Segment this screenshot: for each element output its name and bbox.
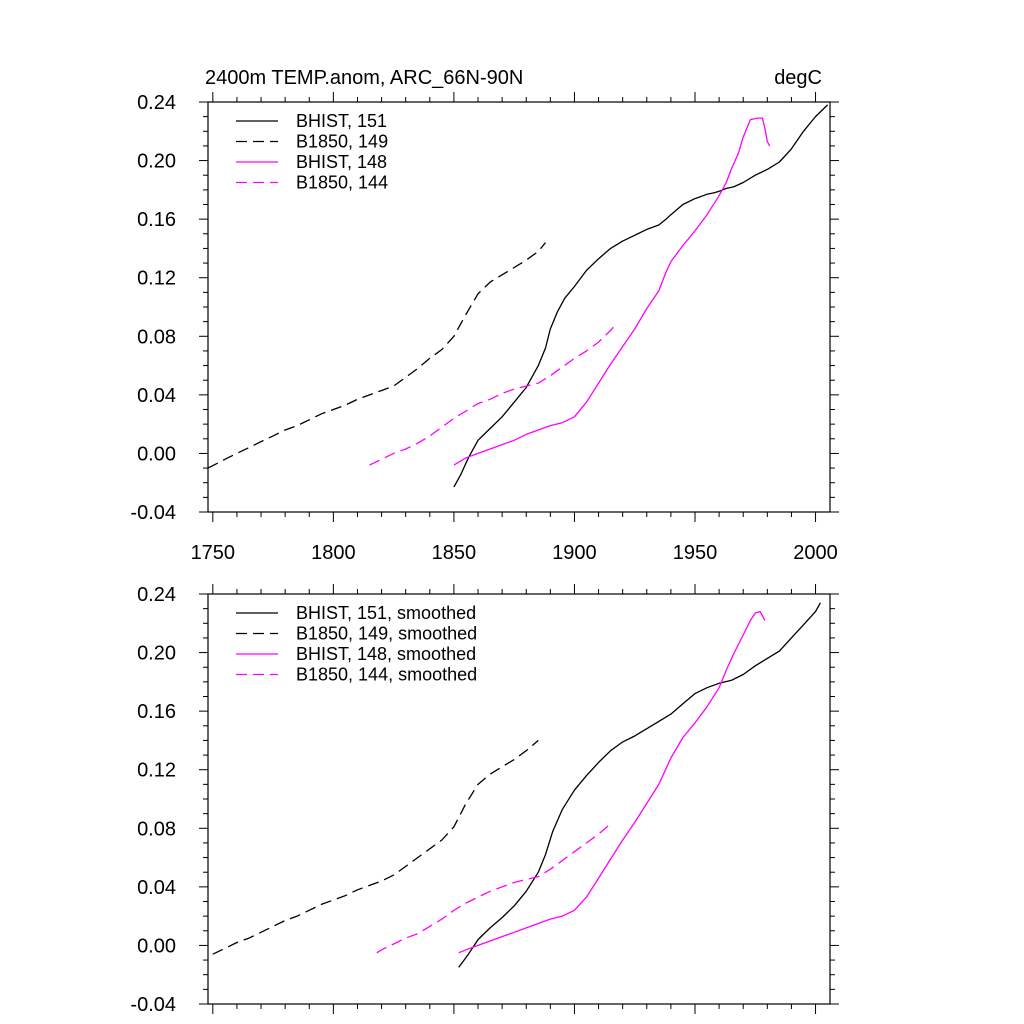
y-tick-label: -0.04 (130, 994, 176, 1016)
y-tick-label: 0.20 (137, 643, 176, 665)
x-tick-label: 1750 (191, 542, 236, 564)
series-line-4 (369, 324, 616, 466)
chart-top: 2400m TEMP.anom, ARC_66N-90N degC -0.04 0… (130, 67, 839, 564)
series-line-4 (376, 823, 612, 954)
legend-label: B1850, 149, smoothed (296, 624, 477, 644)
series-line-1 (453, 104, 829, 488)
y-tick-label: 0.00 (137, 443, 176, 465)
legend-label: BHIST, 151 (296, 111, 387, 131)
y-tick-label: 0.16 (137, 209, 176, 231)
series-line-2 (207, 242, 547, 469)
series-line-2 (212, 739, 539, 955)
x-tick-label: 1900 (552, 542, 597, 564)
x-tick-label: 1850 (432, 542, 477, 564)
y-tick-label: -0.04 (130, 502, 176, 524)
x-tick-label: 1800 (311, 542, 356, 564)
y-tick-label: 0.08 (137, 326, 176, 348)
y-tick-label: 0.24 (137, 92, 176, 114)
chart-title: 2400m TEMP.anom, ARC_66N-90N (205, 67, 523, 89)
legend-label: BHIST, 151, smoothed (296, 603, 476, 623)
y-tick-label: 0.04 (137, 385, 176, 407)
y-tick-label: 0.20 (137, 151, 176, 173)
series-line-1 (458, 602, 821, 968)
y-tick-label: 0.00 (137, 935, 176, 957)
y-tick-label: 0.04 (137, 877, 176, 899)
legend-label: B1850, 149 (296, 132, 388, 152)
y-tick-label: 0.08 (137, 818, 176, 840)
series-line-3 (458, 610, 766, 954)
x-tick-label: 2000 (793, 542, 838, 564)
x-tick-label: 1950 (673, 542, 718, 564)
y-tick-label: 0.24 (137, 584, 176, 606)
legend-label: BHIST, 148, smoothed (296, 644, 476, 664)
legend-label: B1850, 144 (296, 173, 388, 193)
legend-label: BHIST, 148 (296, 152, 387, 172)
chart-units: degC (774, 67, 822, 89)
y-tick-label: 0.12 (137, 760, 176, 782)
series-line-3 (453, 117, 771, 466)
legend-label: B1850, 144, smoothed (296, 665, 477, 685)
y-tick-label: 0.12 (137, 268, 176, 290)
y-tick-label: 0.16 (137, 701, 176, 723)
chart-bottom: -0.04 0.00 0.04 0.08 0.12 0.16 0.20 0.24 BHIST, … (130, 584, 839, 1016)
